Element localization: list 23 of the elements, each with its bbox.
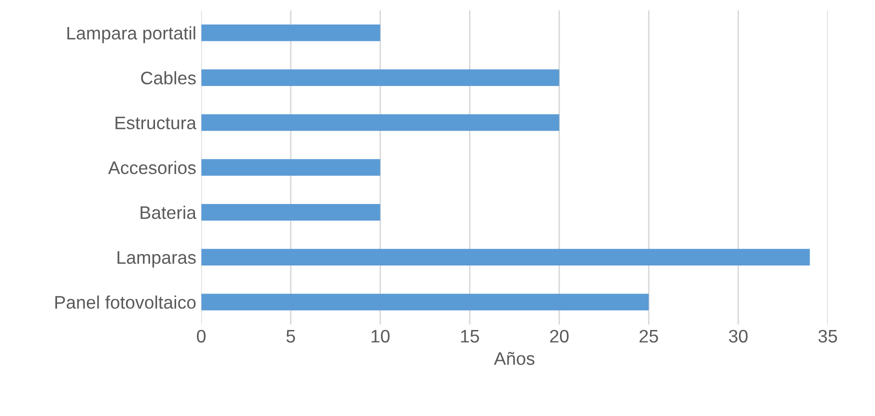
x-tick-label: 0 [196, 330, 206, 343]
x-tick-label: 10 [372, 330, 390, 343]
bar [201, 204, 380, 221]
y-tick-label: Cables [141, 71, 196, 84]
bar [201, 114, 560, 131]
bar [201, 24, 380, 42]
bar [201, 69, 560, 86]
x-tick-label: 20 [550, 330, 569, 343]
y-tick-label: Accesorios [108, 160, 196, 174]
y-tick-label: Estructura [116, 116, 196, 130]
y-tick-label: Lampara portatil [67, 26, 196, 44]
x-tick-label: 30 [728, 330, 748, 343]
bar [201, 294, 649, 310]
x-tick-label: 15 [461, 330, 480, 343]
x-tick-label: 5 [286, 330, 296, 343]
y-tick-label: Lamparas [118, 251, 196, 268]
bar [201, 248, 810, 266]
x-tick-label: 25 [640, 330, 658, 343]
bar [201, 159, 380, 176]
y-tick-label: Bateria [140, 206, 196, 220]
x-tick-label: 35 [818, 330, 838, 343]
y-tick-label: Panel fotovoltaico [55, 296, 196, 309]
x-axis-title: Años [494, 352, 534, 365]
